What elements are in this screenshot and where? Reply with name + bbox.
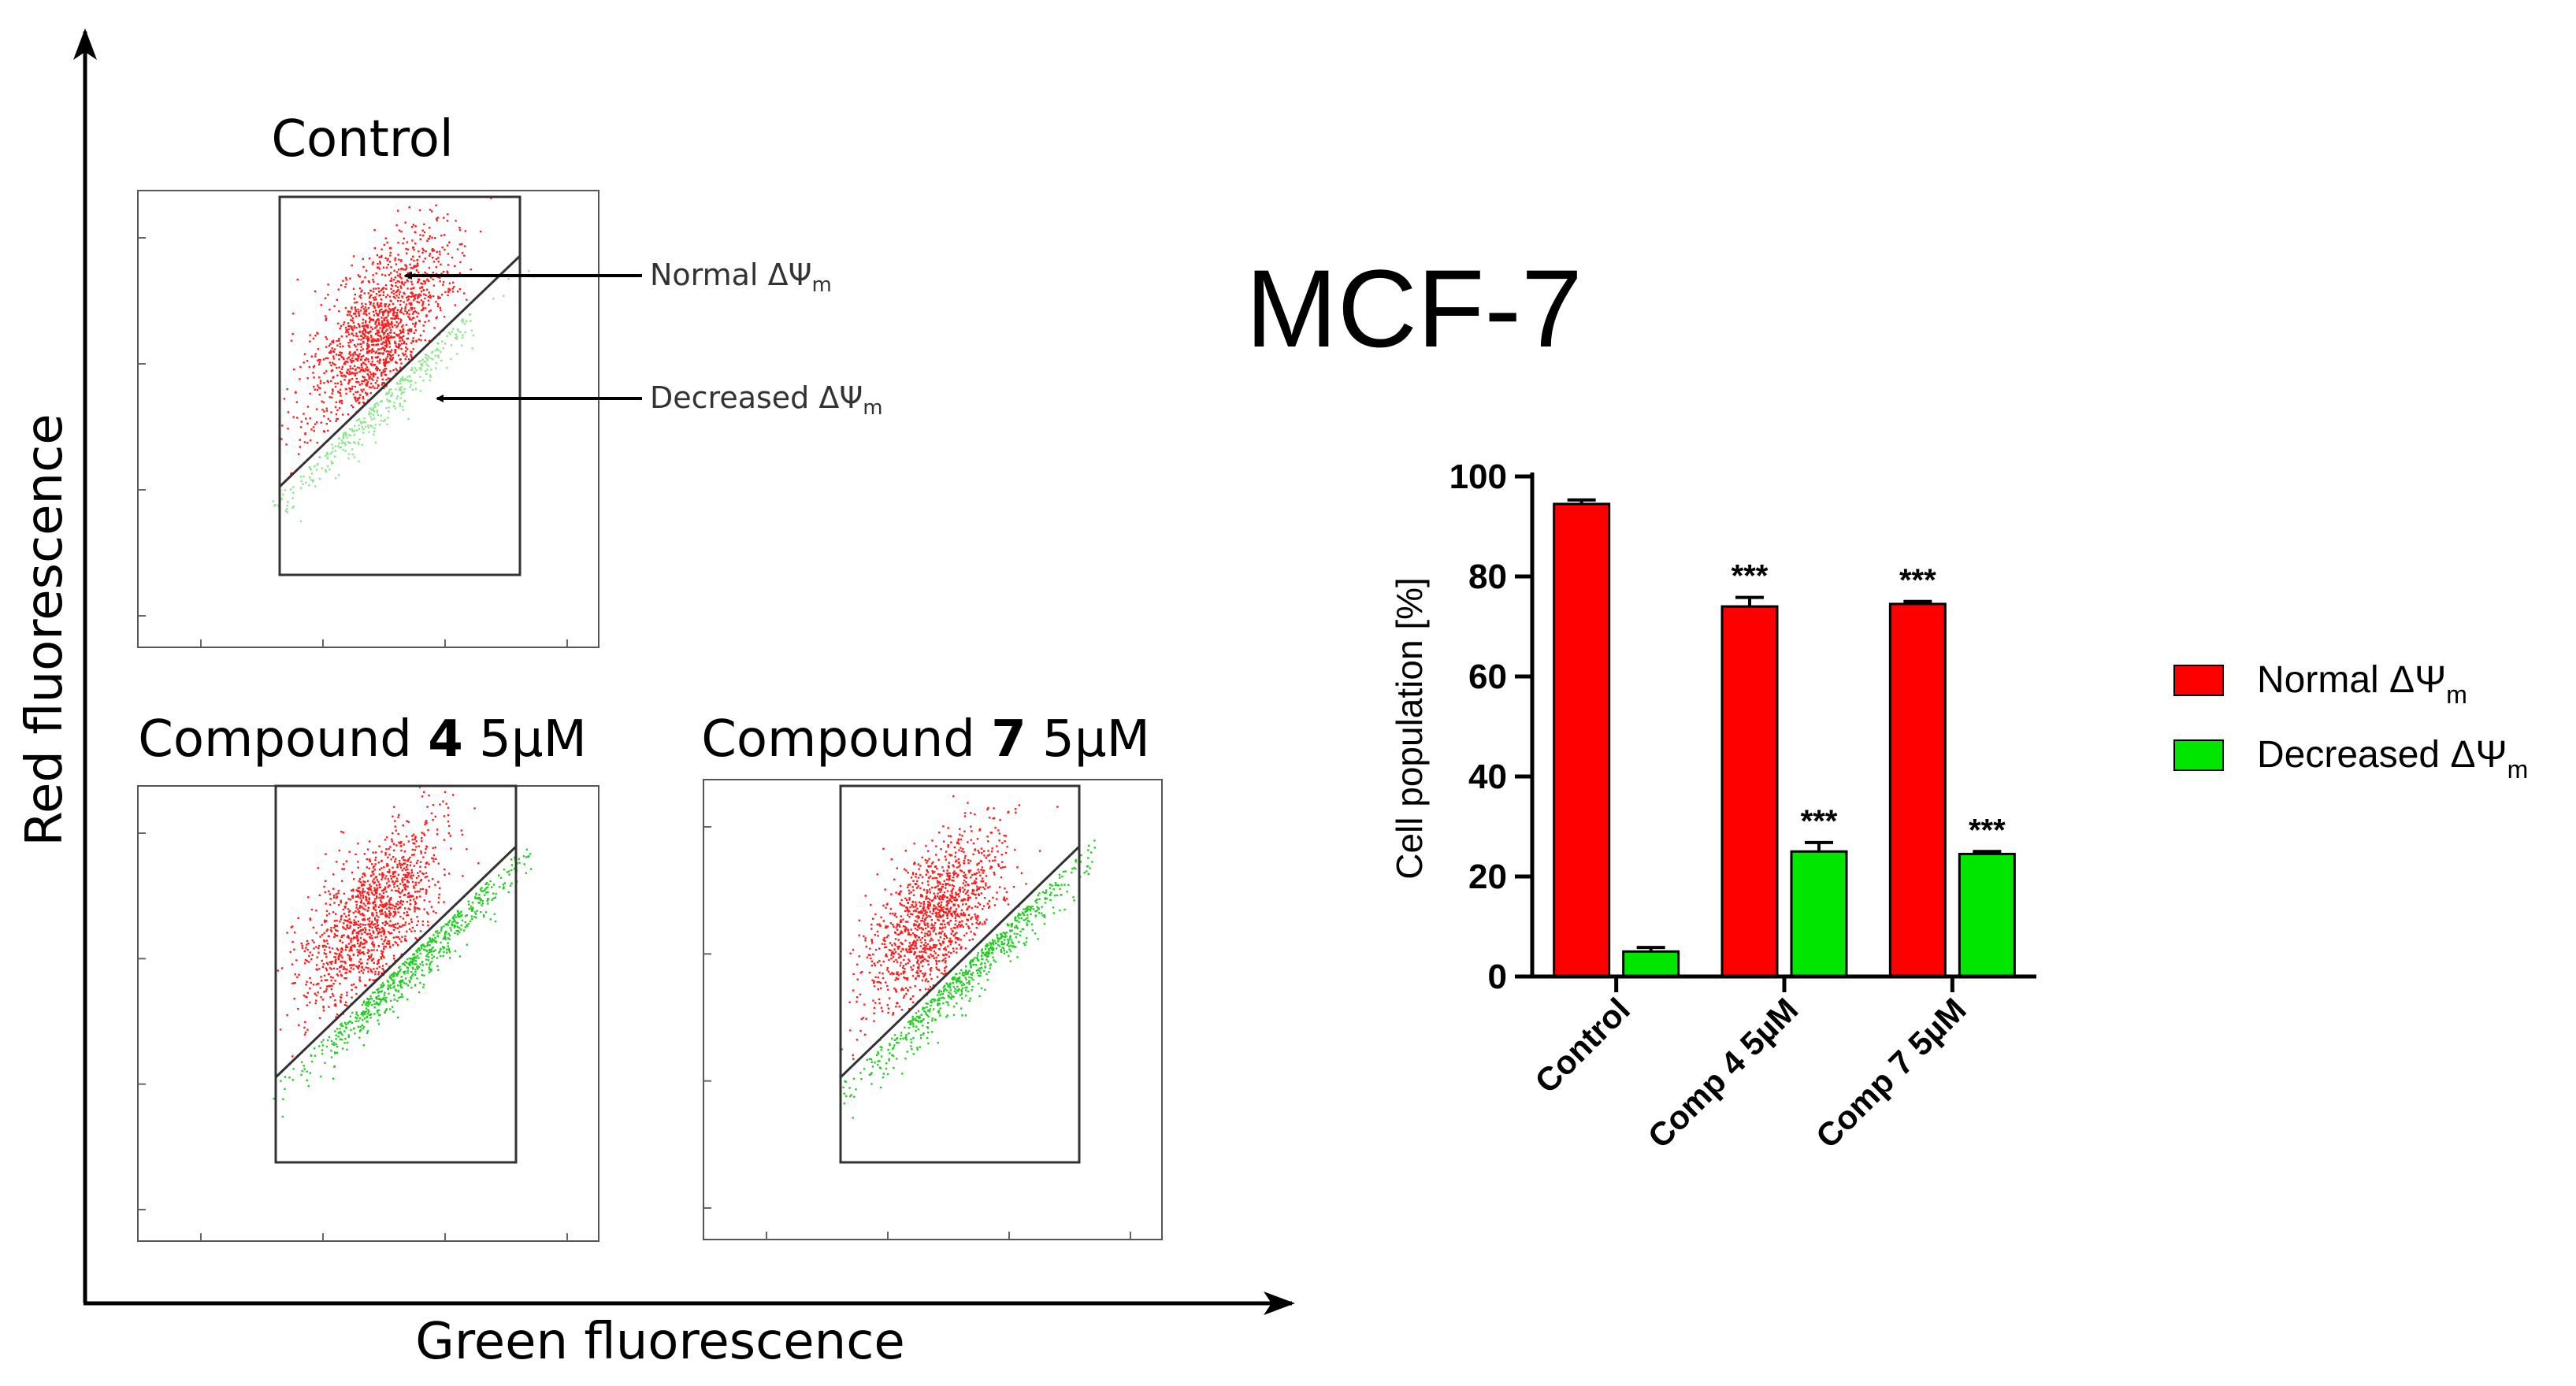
dot-plot-ticks <box>138 832 568 1241</box>
outer-x-axis-label: Green fluorescence <box>415 1313 905 1371</box>
bar-decreased-1 <box>1790 850 1848 978</box>
legend-label-normal: Normal ΔΨm <box>2257 659 2467 709</box>
dot-plot-divider <box>274 845 518 1079</box>
bar-decreased-0 <box>1622 950 1680 978</box>
y-tick-label: 100 <box>1449 458 1507 496</box>
dot-plot-ticks <box>138 237 568 647</box>
annotation-decreased: Decreased ΔΨm <box>436 380 883 420</box>
dot-plot-events <box>272 197 536 523</box>
dot-plot-gate <box>839 784 1081 1164</box>
dot-plot-gate <box>278 195 522 576</box>
bar-decreased-2 <box>1958 852 2016 978</box>
significance-marker: *** <box>1801 804 1838 839</box>
y-tick-label: 80 <box>1468 558 1507 596</box>
dot-plot-events <box>841 795 1096 1119</box>
y-tick-label: 60 <box>1468 658 1507 696</box>
bar-normal-2 <box>1888 602 1947 978</box>
dot-plot-title-compound-7: Compound 7 5µM <box>701 710 1150 769</box>
legend-swatch-decreased <box>2173 739 2224 771</box>
significance-marker: *** <box>1969 813 2006 847</box>
y-axis-label: Cell population [%] <box>1389 577 1430 880</box>
dot-plot-gate <box>274 784 518 1164</box>
dot-plot-title-control: Control <box>271 110 453 169</box>
legend-swatch-normal <box>2173 665 2224 696</box>
annotation-normal: Normal ΔΨm <box>404 258 832 297</box>
y-tick-label: 40 <box>1468 758 1507 796</box>
y-tick-label: 20 <box>1468 858 1507 896</box>
x-tick-label: Comp 4 5µM <box>1641 991 1806 1155</box>
dot-plot-title-compound-4: Compound 4 5µM <box>138 710 587 769</box>
dot-plot-ticks <box>703 826 1131 1240</box>
dot-plot-panels <box>137 190 1163 1242</box>
dot-plot-compound-7 <box>703 779 1163 1240</box>
legend: Normal ΔΨm Decreased ΔΨm <box>2173 659 2528 784</box>
dot-plot-compound-4 <box>137 784 599 1242</box>
dot-plot-divider <box>839 845 1081 1079</box>
bar-chart: Cell population [%] 0 20 40 60 80 100 *** *** *… <box>1389 458 2036 1155</box>
x-tick-label: Control <box>1527 991 1637 1100</box>
bar-normal-1 <box>1720 605 1779 978</box>
dot-plot-events <box>273 786 533 1121</box>
legend-label-decreased: Decreased ΔΨm <box>2257 734 2528 784</box>
chart-title: MCF-7 <box>1245 246 1583 370</box>
significance-marker: *** <box>1732 559 1769 594</box>
y-tick-label: 0 <box>1488 958 1507 996</box>
bar-normal-0 <box>1553 502 1611 978</box>
significance-marker: *** <box>1899 563 1936 598</box>
x-tick-label: Comp 7 5µM <box>1809 991 1973 1155</box>
dot-plot-frame <box>137 190 599 648</box>
dot-plot-divider <box>278 254 522 488</box>
outer-y-axis-label: Red fluorescence <box>16 413 74 846</box>
dot-plot-control <box>137 190 599 648</box>
